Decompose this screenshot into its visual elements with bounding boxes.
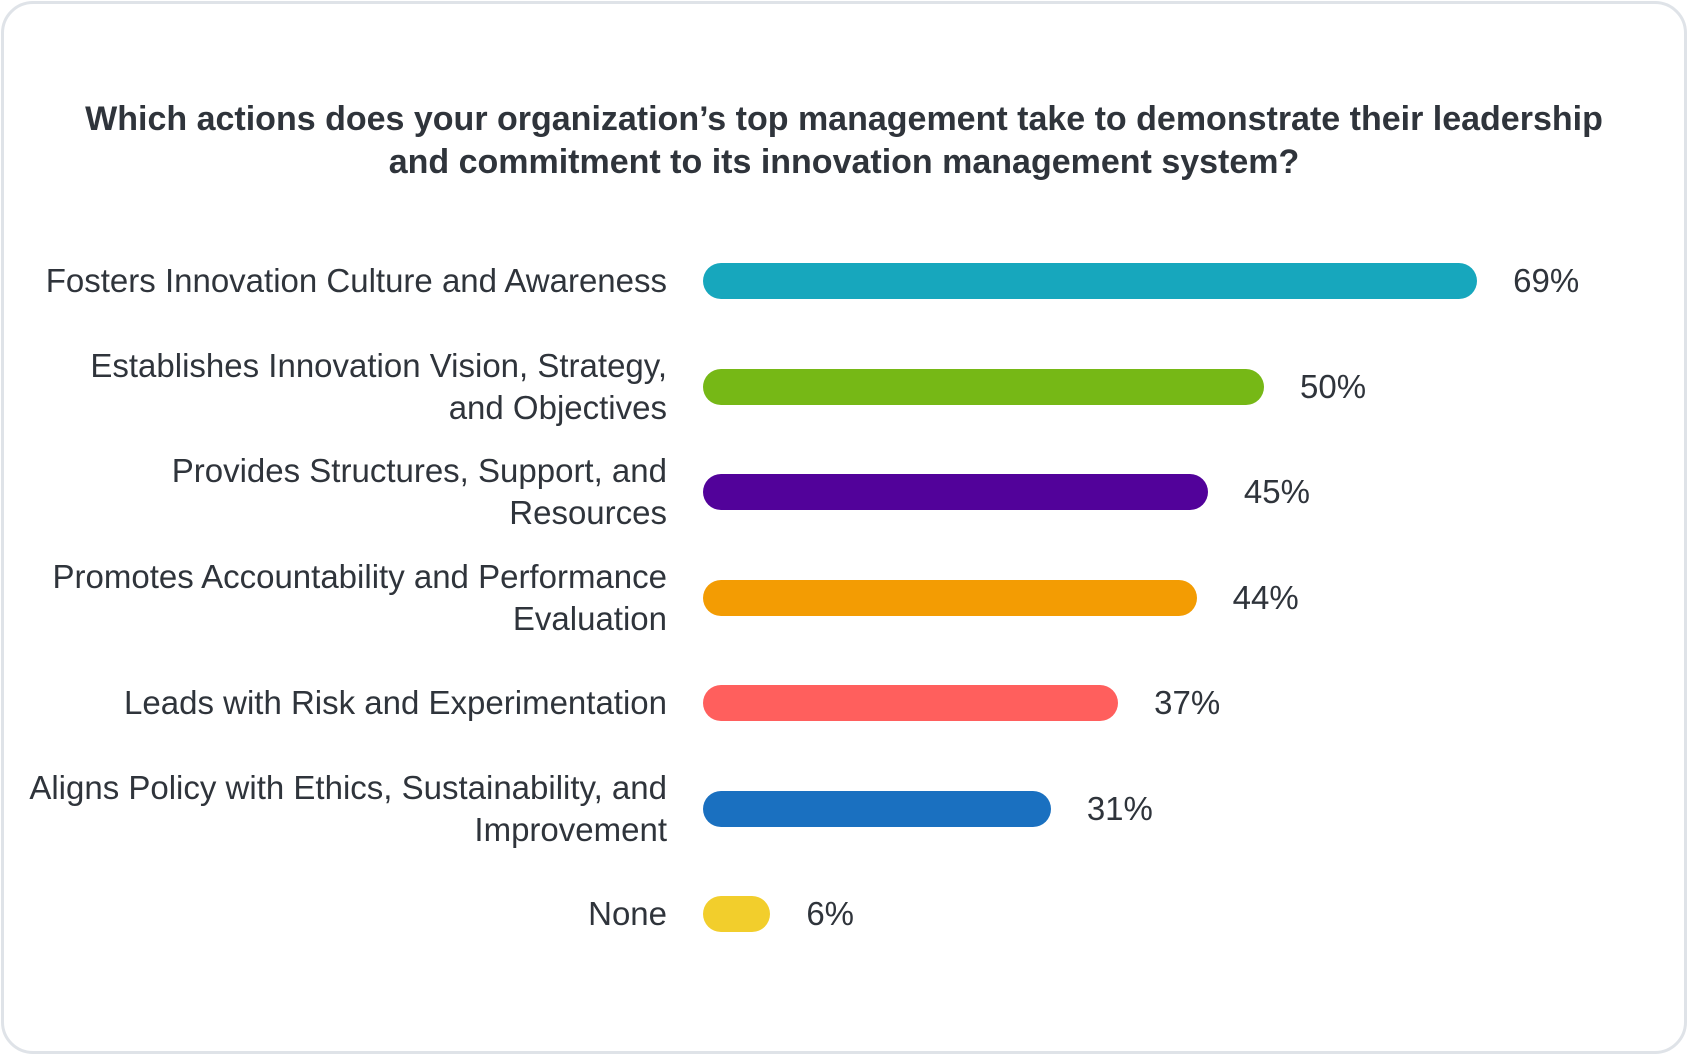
category-label: Promotes Accountability and Performance … [52, 557, 667, 637]
bar [703, 685, 1119, 721]
category-label: None [588, 895, 667, 932]
bar-row: Fosters Innovation Culture and Awareness… [0, 236, 1688, 326]
category-label: Fosters Innovation Culture and Awareness [45, 262, 667, 299]
bar [703, 579, 1197, 616]
category-label: Provides Structures, Support, and Resour… [171, 452, 667, 531]
bar [703, 263, 1478, 299]
value-label: 44% [1232, 578, 1299, 616]
bar-row: None 6% [0, 869, 1688, 959]
bar [703, 474, 1208, 510]
value-label: 31% [1086, 789, 1153, 827]
value-label: 50% [1300, 367, 1367, 405]
value-label: 69% [1513, 262, 1580, 299]
value-label: 37% [1154, 684, 1221, 721]
value-label: 6% [806, 895, 855, 932]
bar-row: Leads with Risk and Experimentation 37% [0, 658, 1688, 748]
bar-row: Promotes Accountability and Performance … [0, 553, 1688, 643]
chart-title: Which actions does your organization’s t… [85, 100, 1603, 181]
category-label: Leads with Risk and Experimentation [124, 684, 667, 721]
category-label: Aligns Policy with Ethics, Sustainabilit… [29, 768, 667, 848]
bar [703, 368, 1264, 405]
value-label: 45% [1243, 473, 1310, 510]
category-label: Establishes Innovation Vision, Strategy,… [90, 346, 667, 426]
bar-row: Establishes Innovation Vision, Strategy,… [0, 342, 1688, 432]
bar [703, 896, 771, 932]
bar [703, 790, 1051, 827]
bar-row: Aligns Policy with Ethics, Sustainabilit… [0, 764, 1688, 854]
bar-row: Provides Structures, Support, and Resour… [0, 447, 1688, 537]
